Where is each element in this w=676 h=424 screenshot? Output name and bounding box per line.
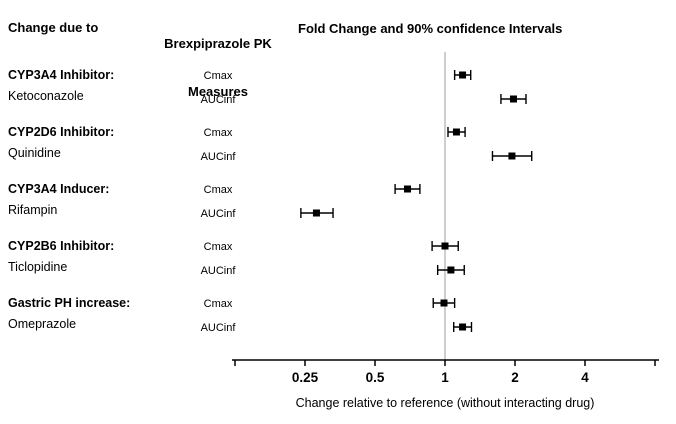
- group-drug-label: Ticlopidine: [8, 260, 67, 274]
- forest-row-cmax: Cmax: [204, 241, 459, 253]
- x-tick-label: 0.25: [292, 370, 319, 385]
- forest-row-aucinf: AUCinf: [201, 151, 533, 163]
- point-estimate-marker: [452, 128, 460, 136]
- pk-measure-label: Cmax: [204, 298, 233, 310]
- point-estimate-marker: [459, 323, 467, 331]
- column-header-pk-measures: Brexpiprazole PK Measures: [138, 4, 298, 132]
- forest-row-cmax: Cmax: [204, 127, 466, 139]
- forest-row-cmax: Cmax: [204, 70, 472, 82]
- forest-row-aucinf: AUCinf: [201, 94, 527, 106]
- group-category-label: CYP3A4 Inhibitor:: [8, 68, 114, 82]
- pk-measure-label: Cmax: [204, 70, 233, 82]
- forest-row-aucinf: AUCinf: [201, 208, 334, 220]
- pk-measure-label: AUCinf: [201, 322, 237, 334]
- forest-row-cmax: Cmax: [204, 298, 456, 310]
- pk-header-line2: Measures: [188, 84, 248, 99]
- point-estimate-marker: [509, 95, 517, 103]
- forest-group: CYP3A4 Inhibitor: Ketoconazole Cmax AUCinf: [8, 68, 527, 106]
- forest-row-cmax: Cmax: [204, 184, 421, 196]
- forest-group: CYP3A4 Inducer: Rifampin Cmax AUCinf: [8, 182, 421, 220]
- point-estimate-marker: [440, 299, 448, 307]
- column-header-change-due-to: Change due to: [8, 20, 99, 35]
- point-estimate-marker: [441, 242, 449, 250]
- x-axis-label: Change relative to reference (without in…: [295, 396, 595, 410]
- x-tick-label: 0.5: [366, 370, 385, 385]
- point-estimate-marker: [404, 185, 412, 193]
- group-category-label: CYP3A4 Inducer:: [8, 182, 109, 196]
- group-drug-label: Quinidine: [8, 146, 61, 160]
- x-tick-label: 1: [441, 370, 449, 385]
- forest-group: CYP2D6 Inhibitor: Quinidine Cmax AUCinf: [8, 125, 533, 163]
- pk-measure-label: Cmax: [204, 127, 233, 139]
- group-category-label: CYP2D6 Inhibitor:: [8, 125, 114, 139]
- group-drug-label: Omeprazole: [8, 317, 76, 331]
- pk-measure-label: AUCinf: [201, 208, 237, 220]
- pk-measure-label: AUCinf: [201, 265, 237, 277]
- pk-measure-label: AUCinf: [201, 94, 237, 106]
- pk-header-line1: Brexpiprazole PK: [164, 36, 272, 51]
- point-estimate-marker: [508, 152, 516, 160]
- pk-measure-label: Cmax: [204, 241, 233, 253]
- forest-group: Gastric PH increase: Omeprazole Cmax AUCinf: [8, 296, 473, 334]
- point-estimate-marker: [459, 71, 467, 79]
- forest-row-aucinf: AUCinf: [201, 265, 465, 277]
- pk-measure-label: Cmax: [204, 184, 233, 196]
- group-category-label: Gastric PH increase:: [8, 296, 130, 310]
- point-estimate-marker: [447, 266, 455, 274]
- point-estimate-marker: [312, 209, 320, 217]
- plot-title: Fold Change and 90% confidence Intervals: [298, 21, 563, 36]
- forest-row-aucinf: AUCinf: [201, 322, 473, 334]
- group-drug-label: Rifampin: [8, 203, 57, 217]
- forest-group: CYP2B6 Inhibitor: Ticlopidine Cmax AUCinf: [8, 239, 465, 277]
- group-category-label: CYP2B6 Inhibitor:: [8, 239, 114, 253]
- x-tick-label: 2: [511, 370, 519, 385]
- pk-measure-label: AUCinf: [201, 151, 237, 163]
- group-drug-label: Ketoconazole: [8, 89, 84, 103]
- x-tick-label: 4: [581, 370, 589, 385]
